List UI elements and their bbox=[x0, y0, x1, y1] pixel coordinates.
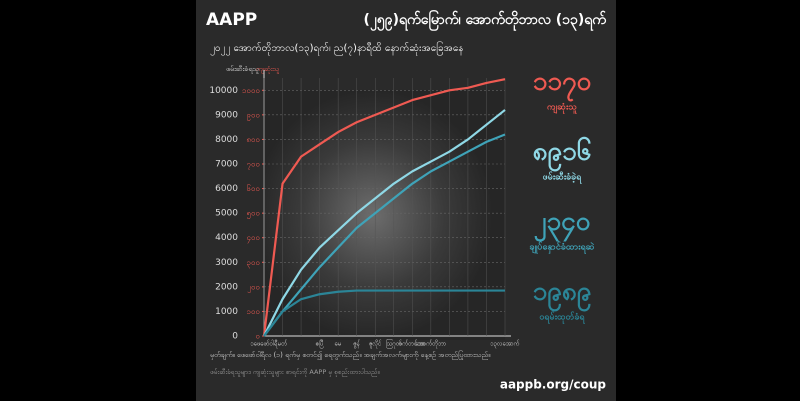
x-tick-label: မေ bbox=[335, 341, 342, 348]
series-name: ချုပ်နှောင်ခံထားရဆဲ bbox=[530, 242, 595, 255]
y2-tick-label: ၆၀၀ bbox=[247, 183, 261, 193]
series-line bbox=[263, 109, 506, 337]
y-tick-label: 4000 bbox=[215, 233, 238, 243]
y-tick-label: 0 bbox=[232, 332, 238, 342]
y2-tick-label: ၄၀၀ bbox=[247, 233, 261, 244]
y2-tick-label: ၁၀၀ bbox=[247, 307, 261, 316]
y2-tick-label: ၉၀၀ bbox=[247, 110, 261, 121]
y2-tick-label: ၇၀၀ bbox=[247, 160, 261, 171]
series-total: ၈၉၁၆ bbox=[533, 135, 592, 173]
y-tick-label: 9000 bbox=[215, 110, 238, 120]
y-tick-label: 6000 bbox=[215, 184, 238, 194]
y2-tick-label: ၈၀၀ bbox=[246, 135, 260, 144]
y-tick-label: 2000 bbox=[215, 282, 238, 292]
source-note: ဖမ်းဆီးခံရသူများ၊ ကျဆုံးသူများ စာရင်းကို… bbox=[210, 368, 379, 377]
series-name: ကျဆုံးသူ bbox=[547, 103, 577, 115]
url: aappb.org/coup bbox=[500, 378, 607, 392]
x-tick-label: ဇူလိုင် bbox=[369, 340, 382, 349]
y-tick-label: 8000 bbox=[215, 135, 238, 145]
series-line bbox=[262, 78, 506, 337]
y2-label: ကျဆုံးသူ bbox=[256, 65, 280, 74]
y-tick-label: 10000 bbox=[209, 86, 238, 96]
y-tick-label: 7000 bbox=[215, 160, 238, 170]
y-tick-label: 1000 bbox=[215, 307, 238, 317]
y-label: ဖမ်းဆီးခံရသူ bbox=[226, 65, 259, 74]
x-tick-label: ၁ဖေဖော်ဝါရီ bbox=[249, 340, 278, 349]
x-tick-label: စက်တင်ဘာ bbox=[399, 340, 426, 348]
y2-tick-label: ၀ bbox=[256, 332, 261, 341]
y-tick-label: 3000 bbox=[215, 258, 238, 268]
y2-tick-label: ၃၀၀ bbox=[247, 258, 261, 269]
plot: 0 1000 2000 3000 4000 5000 6000 7000 8000 9000 100… bbox=[209, 67, 594, 349]
y-tick-label: 5000 bbox=[215, 209, 238, 219]
y2-tick-label: ၁၀၀၀ bbox=[242, 86, 260, 95]
series-line bbox=[263, 133, 506, 337]
footnote: မှတ်ချက်။ ဖေဖော်ဝါရီလ (၁) ရက်မှ စတင်၍ ရေ… bbox=[210, 350, 490, 360]
x-tick-label: ဧပြီ bbox=[316, 339, 324, 349]
x-tick-label: ဩဂုတ် bbox=[386, 339, 402, 349]
header: (၂၅၉)ရက်မြောက်၊ အောက်တိုဘာလ (၁၃)ရက် bbox=[364, 10, 608, 31]
series-name: ဖမ်းဆီးခံခဲ့ရ bbox=[543, 172, 583, 185]
series-name: ဝရမ်းထုတ်ခံရ bbox=[539, 312, 585, 325]
subtitle: ၂၀၂၂ အောက်တိုဘာလ(၁၃)ရက်၊ ည(၇)နာရီထိ နောက… bbox=[210, 40, 463, 56]
y2-tick-label: ၂၀၀ bbox=[247, 282, 260, 293]
series-line bbox=[263, 289, 505, 337]
x-tick-label: မတ် bbox=[278, 340, 287, 348]
x-tick-label: ဇွန် bbox=[353, 340, 360, 349]
title: AAPP bbox=[206, 10, 257, 30]
y2-tick-label: ၅၀၀ bbox=[247, 209, 261, 220]
x-tick-label: ၁၃လအောက် bbox=[489, 340, 519, 349]
x-tick-label: အောက်တိုဘာ bbox=[415, 340, 446, 349]
